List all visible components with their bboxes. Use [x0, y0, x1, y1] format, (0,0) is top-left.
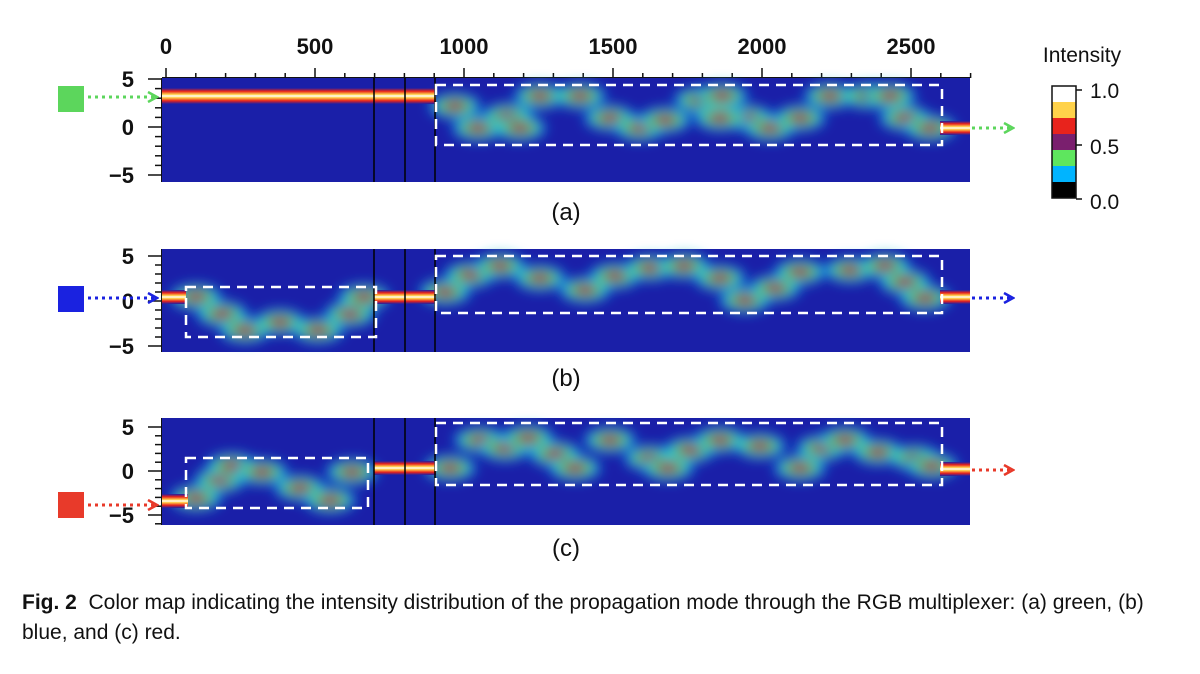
intensity-lobe: [637, 106, 693, 134]
intensity-lobe: [582, 426, 638, 454]
input-source-marker: [58, 286, 84, 312]
intensity-lobe: [547, 454, 603, 482]
intensity-lobe: [427, 92, 483, 120]
panel-c: 5 0 −5 (c): [58, 415, 1012, 562]
intensity-lobe: [862, 82, 918, 110]
y-tick-label: 5: [122, 67, 134, 92]
figure-caption: Fig. 2 Color map indicating the intensit…: [22, 588, 1182, 648]
intensity-lobe: [512, 264, 568, 292]
colorbar-title: Intensity: [1043, 44, 1122, 67]
colorbar-frame: [1051, 85, 1077, 199]
colorbar-swatch: [1052, 182, 1076, 199]
output-waveguide-beam: [940, 290, 970, 304]
input-source-marker: [58, 86, 84, 112]
caption-label: Fig. 2: [22, 591, 77, 614]
x-axis: 0 500 1000 1500 2000 2500: [160, 34, 972, 79]
colorbar-legend: Intensity 1.0 0.5 0.0: [1043, 44, 1122, 214]
panel-label: (b): [551, 365, 580, 392]
y-tick-label: −5: [109, 163, 134, 188]
input-waveguide-beam: [162, 88, 436, 104]
intensity-lobe: [492, 114, 548, 142]
y-tick-label: 0: [122, 289, 134, 314]
x-tick-label: 2500: [887, 34, 936, 59]
colorbar-tick-label: 0.0: [1090, 191, 1119, 214]
y-tick-label: 0: [122, 115, 134, 140]
x-tick-label: 1500: [589, 34, 638, 59]
colorbar-tick-label: 0.5: [1090, 136, 1119, 159]
caption-text: Color map indicating the intensity distr…: [22, 591, 1144, 644]
intensity-lobe: [897, 284, 953, 312]
splitter-region-box: [184, 285, 378, 339]
intensity-lobe: [552, 82, 608, 110]
intensity-lobe: [772, 258, 828, 286]
colorbar-swatch: [1052, 102, 1076, 119]
output-waveguide-beam: [940, 462, 970, 476]
input-waveguide-beam: [162, 290, 186, 304]
panel-label: (c): [552, 535, 580, 562]
x-tick-label: 1000: [440, 34, 489, 59]
panel-b: 5 0 −5 (b): [58, 244, 1012, 392]
output-waveguide-beam: [940, 121, 970, 135]
x-tick-label: 2000: [738, 34, 787, 59]
splitter-region-box: [184, 456, 370, 510]
intensity-lobe: [324, 458, 380, 486]
y-tick-label: −5: [109, 334, 134, 359]
coupler-region-box: [434, 83, 944, 147]
intensity-lobe: [302, 486, 358, 514]
colorbar-swatch: [1052, 150, 1076, 167]
intensity-lobe: [732, 432, 788, 460]
intensity-lobe: [772, 104, 828, 132]
y-tick-label: 0: [122, 459, 134, 484]
coupler-region-box: [434, 421, 944, 487]
x-tick-label: 500: [297, 34, 334, 59]
colorbar-tick-label: 1.0: [1090, 80, 1119, 103]
y-tick-label: 5: [122, 415, 134, 440]
input-waveguide-beam: [162, 494, 188, 508]
intensity-lobe: [692, 264, 748, 292]
intensity-lobe: [512, 82, 568, 110]
colorbar-swatch: [1052, 134, 1076, 151]
panel-label: (a): [551, 199, 580, 226]
coupler-region-box: [434, 254, 944, 315]
intensity-lobe: [692, 104, 748, 132]
input-source-marker: [58, 492, 84, 518]
x-tick-label: 0: [160, 34, 172, 59]
intensity-lobe: [234, 458, 290, 486]
colorbar-swatch: [1052, 166, 1076, 183]
panel-a: 5 0 −5 (a): [58, 67, 1012, 226]
colorbar-swatch: [1052, 86, 1076, 103]
intensity-lobe: [694, 82, 750, 110]
y-tick-label: 5: [122, 244, 134, 269]
y-tick-label: −5: [109, 503, 134, 528]
colorbar-swatch: [1052, 118, 1076, 135]
